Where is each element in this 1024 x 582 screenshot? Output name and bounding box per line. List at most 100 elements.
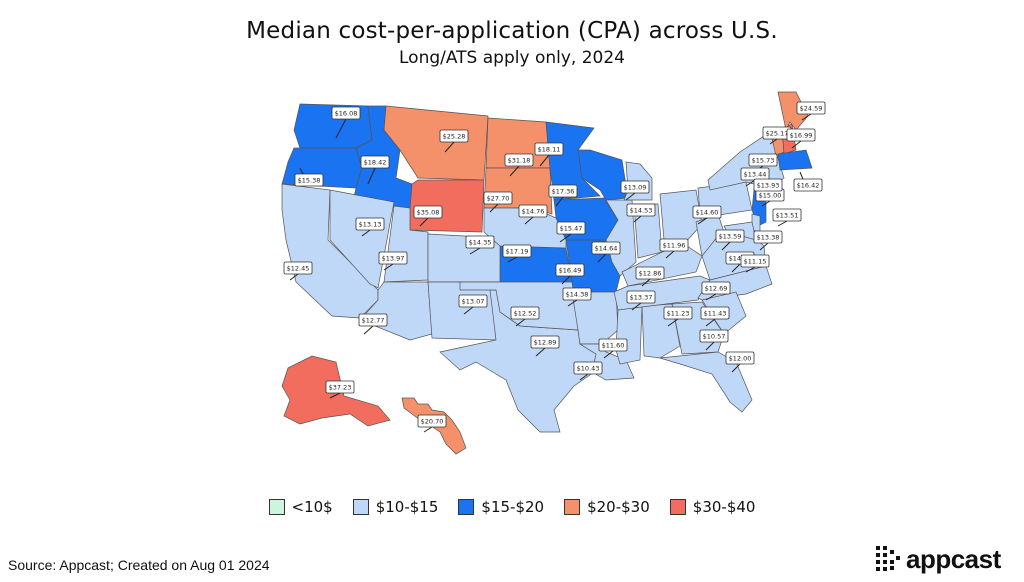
value-label-box xyxy=(534,142,564,156)
leader-line-ut xyxy=(383,263,394,271)
value-label-box xyxy=(417,414,447,428)
value-label-box xyxy=(740,254,770,268)
value-label-text: $18.11 xyxy=(538,145,561,153)
value-label-mn: $18.11 xyxy=(534,142,564,156)
leader-line-ky xyxy=(665,250,675,259)
leader-line-hi xyxy=(423,426,433,433)
value-label-text: $13.09 xyxy=(624,183,647,191)
value-label-text: $16.42 xyxy=(797,181,820,189)
value-label-text: $18.42 xyxy=(364,158,387,166)
value-label-la2: $10.43 xyxy=(573,361,603,375)
leader-line-sd xyxy=(489,203,499,213)
value-label-box xyxy=(562,287,592,301)
value-label-sd: $27.70 xyxy=(483,191,513,205)
value-label-in: $14.53 xyxy=(626,203,656,217)
value-label-nv: $13.13 xyxy=(355,217,385,231)
value-label-nj2: $13.93 xyxy=(753,178,783,192)
value-label-text: $25.28 xyxy=(443,132,466,140)
chart-title: Median cost-per-application (CPA) across… xyxy=(246,18,778,44)
value-label-pa: $13.44 xyxy=(740,167,770,181)
value-label-text: $13.93 xyxy=(757,181,780,189)
leader-line-mn xyxy=(539,154,550,167)
value-label-text: $11.96 xyxy=(663,241,686,249)
leader-line-il xyxy=(597,253,607,263)
value-label-ks: $17.19 xyxy=(502,244,532,258)
value-label-text: $12.69 xyxy=(705,284,728,292)
leader-line-tx xyxy=(535,347,546,357)
value-label-wi: $17.36 xyxy=(548,184,578,198)
value-label-ut: $13.97 xyxy=(378,251,408,265)
state-nv xyxy=(329,189,395,289)
leader-line-wa xyxy=(335,118,347,139)
legend-swatch-3 xyxy=(564,499,581,515)
value-label-ak: $37.23 xyxy=(325,380,355,394)
value-label-ga: $10.57 xyxy=(699,329,729,343)
value-label-mo: $16.49 xyxy=(555,263,585,277)
value-label-text: $10.57 xyxy=(703,332,726,340)
leader-line-ks xyxy=(507,256,518,263)
value-label-or: $15.38 xyxy=(294,173,324,187)
legend-item-1: $10-$15 xyxy=(352,498,439,516)
value-label-box xyxy=(294,173,324,187)
value-label-box xyxy=(626,203,656,217)
leader-line-mi xyxy=(625,192,636,201)
value-label-text: $16.49 xyxy=(559,266,582,274)
value-label-wa: $16.08 xyxy=(331,106,361,120)
value-label-box xyxy=(626,290,656,304)
legend-item-0: <10$ xyxy=(268,498,333,516)
leader-line-va xyxy=(731,263,741,273)
value-label-text: $14.60 xyxy=(696,208,719,216)
legend-swatch-2 xyxy=(458,499,475,515)
value-label-box xyxy=(331,106,361,120)
value-label-box xyxy=(510,306,540,320)
leader-line-ga xyxy=(705,341,715,351)
legend-item-2: $15-$20 xyxy=(458,498,544,516)
value-label-box xyxy=(753,178,783,192)
leader-line-la xyxy=(603,350,614,359)
value-label-box xyxy=(325,380,355,394)
legend-item-4: $30-$40 xyxy=(669,498,755,516)
value-label-ca: $12.45 xyxy=(283,261,313,275)
value-label-ok: $12.52 xyxy=(510,306,540,320)
legend-label-0: <10$ xyxy=(291,498,333,516)
value-label-ga2: $12.69 xyxy=(701,281,731,295)
state-oh xyxy=(659,189,703,245)
leader-line-vt xyxy=(769,138,778,145)
leader-line-ok xyxy=(515,318,526,327)
leader-line-al xyxy=(667,318,679,327)
appcast-wordmark: appcast xyxy=(906,544,1001,574)
value-label-ar: $14.38 xyxy=(562,287,592,301)
value-label-text: $11.43 xyxy=(704,309,727,317)
value-label-il: $14.64 xyxy=(591,241,621,255)
leader-line-ia xyxy=(559,233,572,243)
value-label-text: $13.51 xyxy=(776,211,799,219)
value-label-oh: $14.60 xyxy=(692,205,722,219)
state-ma xyxy=(777,149,813,171)
value-label-text: $11.15 xyxy=(744,257,767,265)
value-label-box xyxy=(530,335,560,349)
value-label-vt: $25.17 xyxy=(762,126,792,140)
value-label-box xyxy=(635,266,665,280)
value-label-box xyxy=(796,101,826,115)
leader-line-wy xyxy=(419,217,429,227)
value-label-box xyxy=(772,208,802,222)
leader-line-in xyxy=(633,215,642,223)
value-label-text: $17.36 xyxy=(552,187,575,195)
value-label-text: $15.47 xyxy=(560,224,583,232)
leader-line-mo xyxy=(561,275,571,285)
legend-label-1: $10-$15 xyxy=(375,498,439,516)
value-label-de: $13.51 xyxy=(772,208,802,222)
value-label-ny: $15.73 xyxy=(748,153,778,167)
value-label-la: $11.60 xyxy=(598,338,628,352)
value-label-box xyxy=(793,178,823,192)
leader-line-co xyxy=(469,247,481,255)
value-label-text: $35.08 xyxy=(417,208,440,216)
value-label-text: $20.70 xyxy=(421,417,444,425)
value-label-wv: $13.59 xyxy=(715,229,745,243)
leader-line-sc xyxy=(705,318,716,327)
value-label-box xyxy=(358,313,388,327)
leader-line-pa xyxy=(745,179,756,187)
value-label-box xyxy=(701,281,731,295)
leader-line-nd xyxy=(509,165,520,177)
